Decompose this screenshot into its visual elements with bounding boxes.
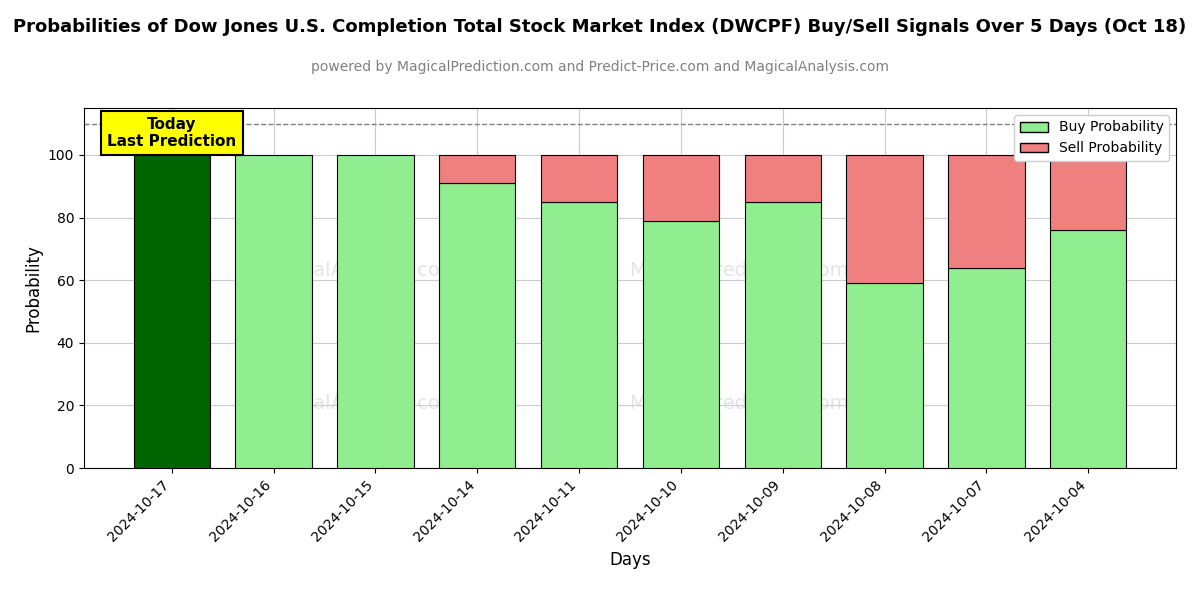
Text: MagicalAnalysis.com: MagicalAnalysis.com xyxy=(256,260,458,280)
Bar xyxy=(948,268,1025,468)
Bar xyxy=(1050,155,1127,230)
Bar xyxy=(846,155,923,283)
Bar xyxy=(337,155,414,468)
Bar xyxy=(133,155,210,468)
Text: Probabilities of Dow Jones U.S. Completion Total Stock Market Index (DWCPF) Buy/: Probabilities of Dow Jones U.S. Completi… xyxy=(13,18,1187,36)
Bar xyxy=(643,155,719,221)
Bar xyxy=(235,155,312,468)
Bar xyxy=(439,155,516,183)
Bar xyxy=(948,155,1025,268)
Bar xyxy=(846,283,923,468)
Y-axis label: Probability: Probability xyxy=(24,244,42,332)
Bar xyxy=(744,155,821,202)
Text: MagicalAnalysis.com: MagicalAnalysis.com xyxy=(256,394,458,413)
Bar xyxy=(541,202,617,468)
Bar xyxy=(1050,230,1127,468)
Bar xyxy=(541,155,617,202)
X-axis label: Days: Days xyxy=(610,551,650,569)
Legend: Buy Probability, Sell Probability: Buy Probability, Sell Probability xyxy=(1014,115,1169,161)
Bar xyxy=(744,202,821,468)
Bar xyxy=(643,221,719,468)
Text: Today
Last Prediction: Today Last Prediction xyxy=(107,117,236,149)
Bar xyxy=(439,183,516,468)
Text: MagicalPrediction.com: MagicalPrediction.com xyxy=(630,260,848,280)
Text: powered by MagicalPrediction.com and Predict-Price.com and MagicalAnalysis.com: powered by MagicalPrediction.com and Pre… xyxy=(311,60,889,74)
Text: MagicalPrediction.com: MagicalPrediction.com xyxy=(630,394,848,413)
